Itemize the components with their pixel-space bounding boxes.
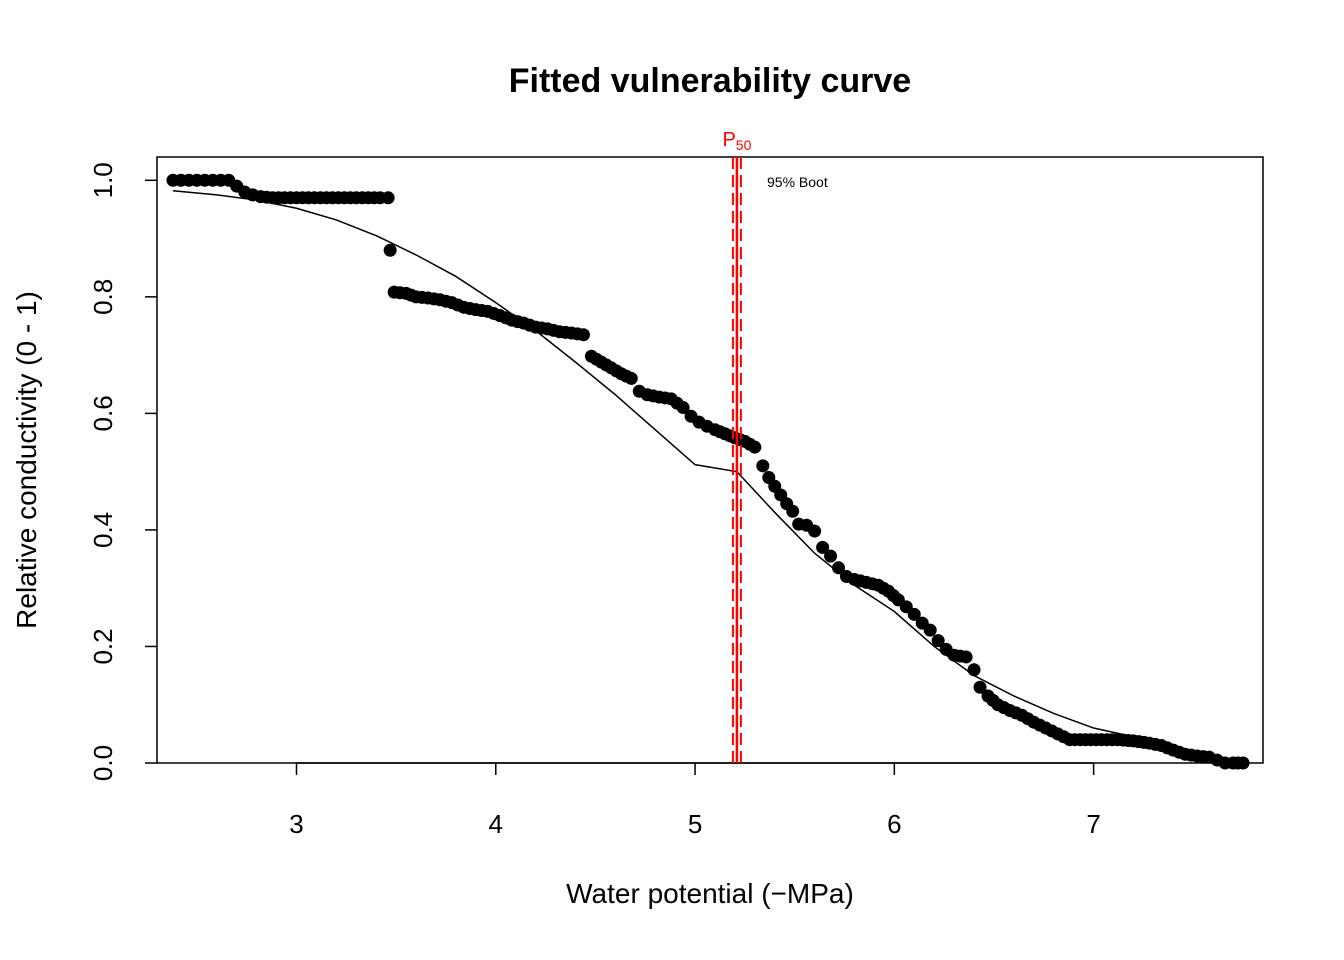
y-tick-label: 0.8: [88, 279, 118, 315]
y-axis-label: Relative conductivity (0 - 1): [11, 291, 42, 629]
data-point: [786, 504, 800, 518]
data-point: [624, 371, 638, 385]
x-tick-label: 5: [688, 809, 702, 839]
x-tick-label: 3: [289, 809, 303, 839]
p50-label-sub: 50: [736, 137, 752, 153]
x-tick-label: 7: [1086, 809, 1100, 839]
data-point: [576, 328, 590, 342]
y-tick-label: 0.0: [88, 745, 118, 781]
data-point: [959, 650, 973, 664]
data-point: [1236, 756, 1250, 770]
y-axis: 0.0 0.2 0.4 0.6 0.8 1.0: [88, 162, 157, 781]
data-point: [931, 634, 945, 648]
data-point: [816, 540, 830, 554]
data-point: [676, 401, 690, 415]
chart-title: Fitted vulnerability curve: [509, 62, 911, 100]
ci-label: 95% Boot: [767, 174, 828, 190]
data-point: [832, 561, 846, 575]
x-axis: 3 4 5 6 7: [289, 762, 1101, 839]
data-point: [907, 607, 921, 621]
x-axis-label: Water potential (−MPa): [566, 878, 854, 909]
data-point: [923, 623, 937, 637]
y-tick-label: 1.0: [88, 162, 118, 198]
p50-label-main: P: [722, 129, 735, 151]
y-tick-label: 0.4: [88, 512, 118, 548]
data-point: [967, 663, 981, 677]
x-tick-label: 6: [887, 809, 901, 839]
data-point: [756, 459, 770, 473]
plot-frame: [156, 156, 1264, 764]
data-point: [381, 191, 395, 205]
fit-layer: [172, 190, 1134, 738]
p50-label: P50: [722, 129, 751, 153]
p50-layer: [731, 157, 742, 763]
fit-curve: [172, 190, 1134, 738]
data-point: [808, 524, 822, 538]
data-point: [973, 680, 987, 694]
points-layer: [166, 173, 1250, 770]
y-tick-label: 0.6: [88, 395, 118, 431]
data-point: [824, 549, 838, 563]
y-tick-label: 0.2: [88, 628, 118, 664]
data-point: [383, 243, 397, 257]
x-tick-label: 4: [489, 809, 503, 839]
data-point: [748, 440, 762, 454]
